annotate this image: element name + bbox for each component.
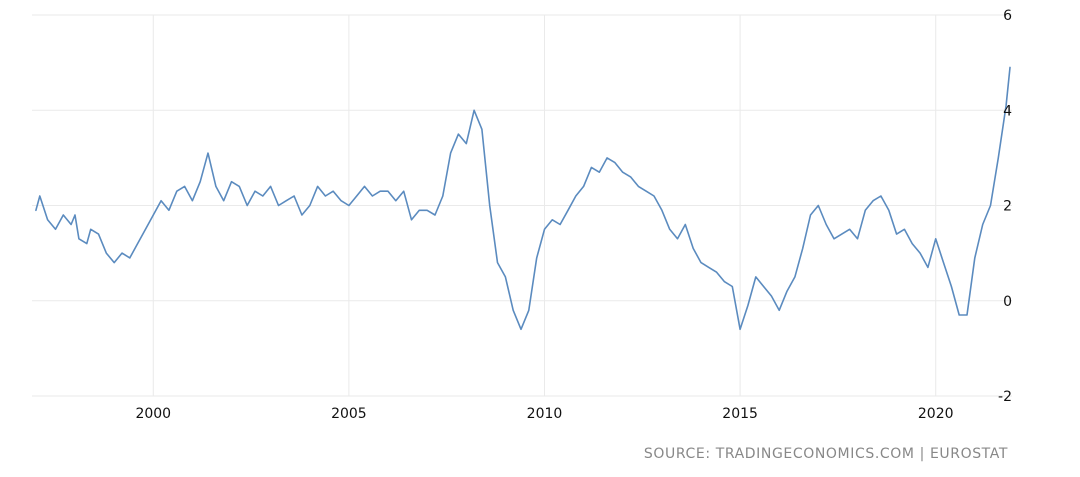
y-tick-label: 0	[1003, 294, 1012, 310]
series-layer	[35, 66, 1011, 331]
x-tick-label: 2010	[527, 406, 563, 422]
series-line	[35, 66, 1011, 331]
x-tick-label: 2000	[135, 406, 171, 422]
x-tick-label: 2005	[331, 406, 367, 422]
x-tick-label: 2015	[722, 406, 758, 422]
source-attribution: SOURCE: TRADINGECONOMICS.COM | EUROSTAT	[643, 446, 1008, 462]
x-axis-ticks: 2000 2005 2010 2015 2020	[135, 406, 953, 422]
grid-lines	[32, 14, 1012, 397]
y-tick-label: 2	[1003, 199, 1012, 215]
y-tick-label: -2	[998, 389, 1012, 405]
x-tick-label: 2020	[918, 406, 954, 422]
y-tick-label: 6	[1003, 8, 1012, 24]
y-axis-ticks: 6 4 2 0 -2	[998, 8, 1012, 405]
y-tick-label: 4	[1003, 103, 1012, 119]
